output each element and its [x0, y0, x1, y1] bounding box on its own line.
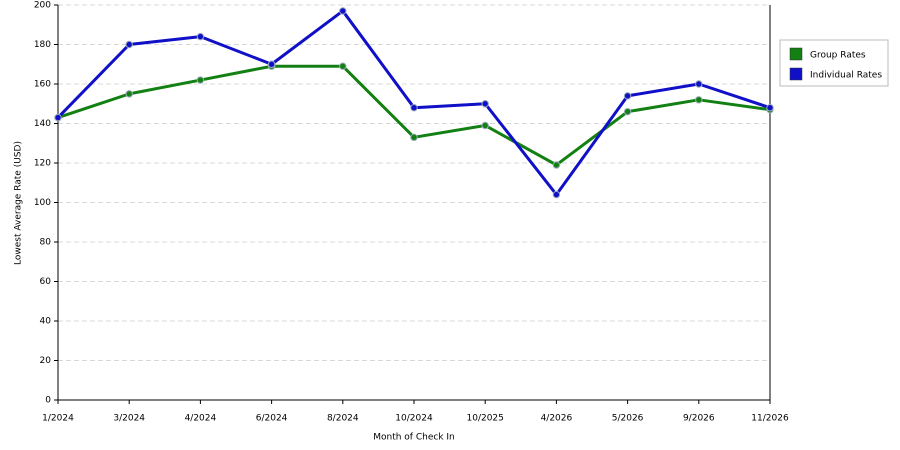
y-tick-label: 0 [45, 396, 51, 406]
x-tick-label: 5/2026 [612, 414, 644, 424]
series-line [57, 64, 771, 167]
x-tick-label: 9/2026 [683, 414, 715, 424]
data-point [695, 96, 703, 104]
x-tick-label: 8/2024 [327, 414, 359, 424]
data-point [410, 133, 418, 142]
x-tick-label: 10/2024 [395, 414, 433, 424]
data-point [410, 104, 418, 112]
legend-label: Group Rates [810, 51, 866, 61]
x-tick-label: 4/2024 [185, 414, 217, 424]
data-point [339, 7, 347, 15]
data-point [125, 90, 133, 98]
y-tick-label: 160 [34, 80, 51, 90]
x-axis-label: Month of Check In [373, 433, 455, 443]
legend-label: Individual Rates [810, 71, 882, 81]
legend-swatch [789, 67, 803, 81]
x-tick-label: 10/2025 [467, 414, 504, 424]
data-point [481, 100, 489, 108]
data-point [481, 121, 489, 130]
series-line [56, 9, 771, 197]
y-tick-label: 200 [34, 1, 51, 11]
data-point [196, 76, 205, 84]
x-tick-label: 11/2026 [751, 414, 789, 424]
y-tick-label: 120 [34, 159, 51, 169]
x-tick-label: 6/2024 [256, 414, 288, 424]
data-point [125, 40, 133, 49]
data-point [623, 92, 632, 100]
y-axis-label: Lowest Average Rate (USD) [14, 141, 24, 265]
y-tick-label: 100 [34, 198, 51, 208]
x-tick-label: 1/2024 [42, 414, 74, 424]
legend-swatch [789, 47, 803, 61]
data-point [196, 32, 205, 41]
data-point [623, 107, 632, 116]
y-tick-label: 140 [34, 119, 51, 129]
data-point [552, 190, 561, 199]
x-tick-label: 4/2026 [541, 414, 573, 424]
data-point [766, 104, 774, 112]
data-point [552, 161, 561, 169]
y-tick-label: 80 [40, 238, 52, 248]
data-point [54, 113, 62, 122]
data-point [339, 62, 347, 70]
y-tick-label: 60 [40, 277, 52, 287]
y-tick-label: 20 [40, 356, 52, 366]
x-tick-label: 3/2024 [113, 414, 145, 424]
data-point [695, 80, 703, 88]
y-tick-label: 40 [40, 317, 52, 327]
data-point [267, 60, 276, 68]
y-tick-label: 180 [34, 40, 51, 50]
